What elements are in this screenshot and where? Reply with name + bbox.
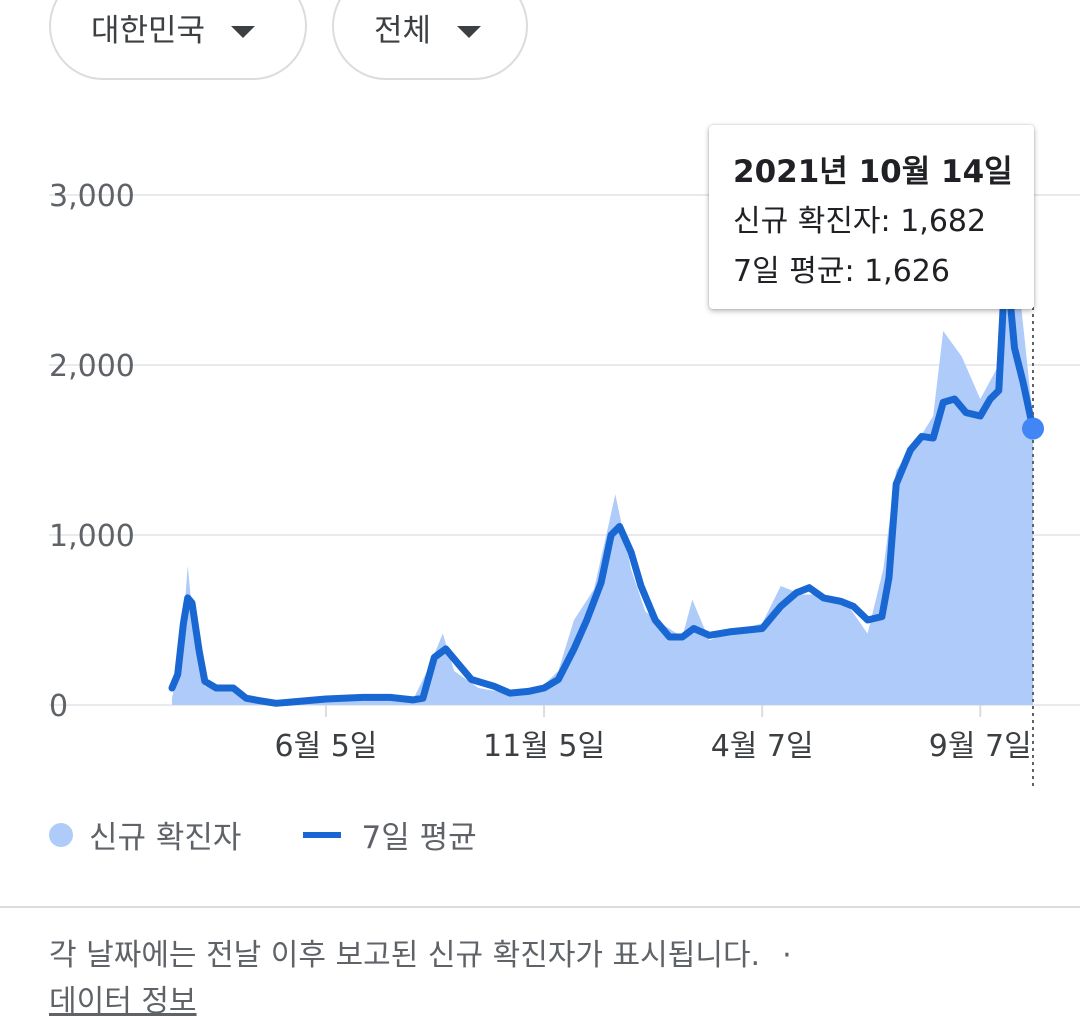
tooltip-new-cases-label: 신규 확진자 xyxy=(733,204,881,239)
y-tick-label: 0 xyxy=(49,689,68,724)
data-info-link[interactable]: 데이터 정보 xyxy=(49,984,197,1019)
footnote-text: 각 날짜에는 전날 이후 보고된 신규 확진자가 표시됩니다. xyxy=(49,938,761,973)
country-filter-label: 대한민국 xyxy=(91,13,206,49)
chart-legend: 신규 확진자 7일 평균 xyxy=(49,812,477,857)
chart-tooltip: 2021년 10월 14일 신규 확진자: 1,682 7일 평균: 1,626 xyxy=(709,125,1034,309)
footnote-separator: · xyxy=(782,938,792,973)
y-tick-label: 2,000 xyxy=(49,349,135,384)
hover-marker xyxy=(1022,300,1044,790)
tooltip-new-cases-value: 1,682 xyxy=(900,204,987,239)
y-tick-label: 1,000 xyxy=(49,519,135,554)
legend-line-icon xyxy=(303,831,342,838)
x-tick-label: 9월 7일 xyxy=(929,729,1032,764)
legend-dot-icon xyxy=(49,822,73,847)
country-filter-chip[interactable]: 대한민국 xyxy=(49,0,307,80)
legend-new-cases-label: 신규 확진자 xyxy=(89,820,242,856)
y-axis-labels: 0 1,000 2,000 3,000 xyxy=(49,179,135,724)
x-tick-label: 4월 7일 xyxy=(711,729,814,764)
divider xyxy=(0,906,1080,908)
dropdown-caret-icon xyxy=(457,26,482,38)
cases-chart[interactable]: 0 1,000 2,000 3,000 6월 5일 11월 5일 4월 7일 9월 7일 xyxy=(0,0,1080,800)
tooltip-new-cases: 신규 확진자: 1,682 xyxy=(733,204,987,239)
x-tick-label: 6월 5일 xyxy=(274,729,377,764)
x-axis-labels: 6월 5일 11월 5일 4월 7일 9월 7일 xyxy=(274,705,1032,764)
scope-filter-label: 전체 xyxy=(374,13,432,49)
dropdown-caret-icon xyxy=(231,26,256,38)
seven-day-average-series xyxy=(168,251,1037,707)
tooltip-average: 7일 평균: 1,626 xyxy=(733,254,950,289)
seven-day-average-line xyxy=(168,251,1037,707)
hover-point xyxy=(1022,417,1044,440)
tooltip-average-value: 1,626 xyxy=(864,254,950,289)
tooltip-date: 2021년 10월 14일 xyxy=(733,154,1013,190)
daily-cases-area xyxy=(172,149,1033,706)
tooltip-average-label: 7일 평균 xyxy=(733,254,845,289)
y-tick-label: 3,000 xyxy=(49,179,135,214)
x-tick-label: 11월 5일 xyxy=(483,729,605,764)
daily-cases-series xyxy=(172,149,1033,706)
footnote: 각 날짜에는 전날 이후 보고된 신규 확진자가 표시됩니다. · xyxy=(49,930,792,974)
scope-filter-chip[interactable]: 전체 xyxy=(332,0,528,80)
legend-average-label: 7일 평균 xyxy=(361,820,477,856)
